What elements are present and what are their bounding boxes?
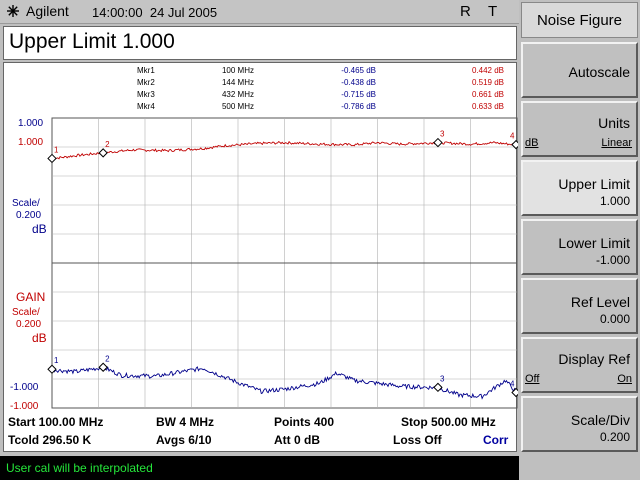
marker-number: 1 <box>54 356 59 365</box>
marker-table-row: Mkr1 <box>137 66 155 75</box>
marker-gain-value: -0.465 dB <box>341 66 376 75</box>
lower-limit-button[interactable]: Lower Limit -1.000 <box>521 219 638 275</box>
marker-number: 1 <box>54 145 59 154</box>
display-ref-option-on: On <box>617 373 632 385</box>
lower-ref-red: -1.000 <box>10 401 39 412</box>
scale-div-value: 0.200 <box>599 430 630 444</box>
marker-gain-value: -0.786 dB <box>341 102 376 111</box>
display-ref-button[interactable]: Display Ref Off On <box>521 337 638 393</box>
date: 24 Jul 2005 <box>149 5 218 20</box>
status-bar: Agilent 14:00:00 24 Jul 2005 R T <box>0 0 519 24</box>
points: Points 400 <box>274 415 335 429</box>
active-function-bar: Upper Limit 1.000 <box>3 26 517 60</box>
brand: Agilent <box>6 3 69 19</box>
marker-nf-value: 0.633 dB <box>472 102 504 111</box>
autoscale-button[interactable]: Autoscale <box>521 42 638 98</box>
upper-limit-value: 1.000 <box>599 194 630 208</box>
upper-ref-blue: 1.000 <box>18 118 43 129</box>
averages: Avgs 6/10 <box>156 433 212 447</box>
marker-freq: 144 MHz <box>222 78 254 87</box>
attenuation: Att 0 dB <box>274 433 320 447</box>
marker-diamond <box>98 362 108 372</box>
marker-number: 2 <box>105 140 110 149</box>
marker-nf-value: 0.519 dB <box>472 78 504 87</box>
scale-div-button[interactable]: Scale/Div 0.200 <box>521 396 638 452</box>
lower-ref-blue: -1.000 <box>10 382 39 393</box>
remote-indicator: R <box>460 3 471 20</box>
lower-graph-name: GAIN <box>16 290 45 304</box>
marker-table-row: Mkr2 <box>137 78 155 87</box>
measurement-display: Mkr1 100 MHz -0.465 dB 0.442 dB Mkr2 144… <box>3 62 518 452</box>
marker-diamond <box>98 148 108 158</box>
graph-grid <box>52 118 517 408</box>
display-ref-label: Display Ref <box>558 351 630 367</box>
menu-title-label: Noise Figure <box>536 12 623 29</box>
marker-diamond <box>511 387 518 398</box>
upper-ref-red: 1.000 <box>18 137 43 148</box>
marker-gain-value: -0.715 dB <box>341 90 376 99</box>
agilent-logo-icon <box>7 5 19 17</box>
marker-freq: 500 MHz <box>222 102 254 111</box>
date-time: 14:00:00 24 Jul 2005 <box>92 5 217 20</box>
upper-unit: dB <box>32 222 47 236</box>
marker-diamond <box>47 153 57 164</box>
softkey-panel: Noise Figure Autoscale Units dB Linear U… <box>519 0 640 480</box>
display-ref-option-off: Off <box>525 373 540 385</box>
marker-gain-value: -0.438 dB <box>341 78 376 87</box>
lower-limit-value: -1.000 <box>595 253 630 267</box>
lower-scale-label: Scale/ <box>12 307 40 318</box>
marker-number: 4 <box>510 379 515 388</box>
marker-table-row: Mkr3 <box>137 90 155 99</box>
lower-unit: dB <box>32 331 47 345</box>
marker-diamond <box>433 382 443 393</box>
status-message: User cal will be interpolated <box>6 461 153 475</box>
units-label: Units <box>598 115 630 131</box>
units-button[interactable]: Units dB Linear <box>521 101 638 157</box>
marker-diamond <box>47 364 57 374</box>
marker-number: 4 <box>510 132 515 141</box>
autoscale-label: Autoscale <box>568 64 630 80</box>
marker-diamond <box>511 139 518 150</box>
ref-level-value: 0.000 <box>599 312 630 326</box>
marker-number: 3 <box>440 130 445 139</box>
marker-nf-value: 0.661 dB <box>472 90 504 99</box>
scale-div-label: Scale/Div <box>570 412 630 428</box>
marker-table: Mkr1 100 MHz -0.465 dB 0.442 dB Mkr2 144… <box>137 66 504 111</box>
upper-scale-value: 0.200 <box>16 210 41 221</box>
trigger-indicator: T <box>488 3 498 20</box>
ref-level-label: Ref Level <box>570 294 630 310</box>
status-line: User cal will be interpolated <box>0 456 519 480</box>
marker-freq: 432 MHz <box>222 90 254 99</box>
marker-nf-value: 0.442 dB <box>472 66 504 75</box>
upper-limit-button[interactable]: Upper Limit 1.000 <box>521 160 638 216</box>
active-function-title: Upper Limit 1.000 <box>9 30 175 53</box>
correction-indicator: Corr <box>483 433 509 447</box>
measurement-plot: Mkr1 100 MHz -0.465 dB 0.442 dB Mkr2 144… <box>10 66 518 412</box>
stop-frequency: Stop 500.00 MHz <box>401 415 496 429</box>
marker-freq: 100 MHz <box>222 66 254 75</box>
menu-title: Noise Figure <box>521 2 638 38</box>
lower-scale-value: 0.200 <box>16 319 41 330</box>
upper-scale-label: Scale/ <box>12 198 40 209</box>
units-option-linear: Linear <box>601 137 632 149</box>
traces: 1 1 2 2 3 3 4 4 <box>47 130 518 400</box>
bandwidth: BW 4 MHz <box>156 415 214 429</box>
marker-number: 3 <box>440 374 445 383</box>
ref-level-button[interactable]: Ref Level 0.000 <box>521 278 638 334</box>
marker-table-row: Mkr4 <box>137 102 155 111</box>
loss-status: Loss Off <box>393 433 442 447</box>
brand-name: Agilent <box>26 3 69 19</box>
time: 14:00:00 <box>92 5 143 20</box>
upper-limit-label: Upper Limit <box>558 176 630 192</box>
marker-number: 2 <box>105 354 110 363</box>
tcold: Tcold 296.50 K <box>8 433 92 447</box>
start-frequency: Start 100.00 MHz <box>8 415 104 429</box>
units-option-db: dB <box>525 137 539 149</box>
marker-diamond <box>433 137 443 148</box>
lower-limit-label: Lower Limit <box>558 235 630 251</box>
